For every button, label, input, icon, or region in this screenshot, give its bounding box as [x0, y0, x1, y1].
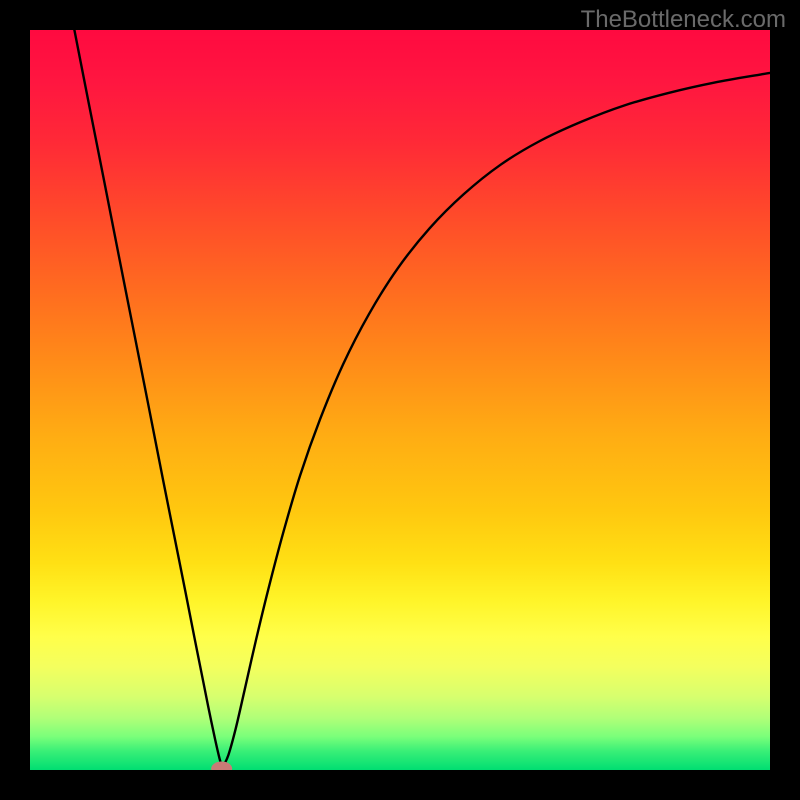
curve-right	[222, 73, 770, 768]
chart-container: TheBottleneck.com	[0, 0, 800, 800]
border-right	[770, 0, 800, 800]
plot-area	[30, 30, 770, 770]
attribution-text: TheBottleneck.com	[581, 6, 786, 34]
curve-svg	[30, 30, 770, 770]
minimum-marker	[211, 762, 232, 770]
curve-left	[74, 30, 222, 768]
border-bottom	[0, 770, 800, 800]
border-left	[0, 0, 30, 800]
